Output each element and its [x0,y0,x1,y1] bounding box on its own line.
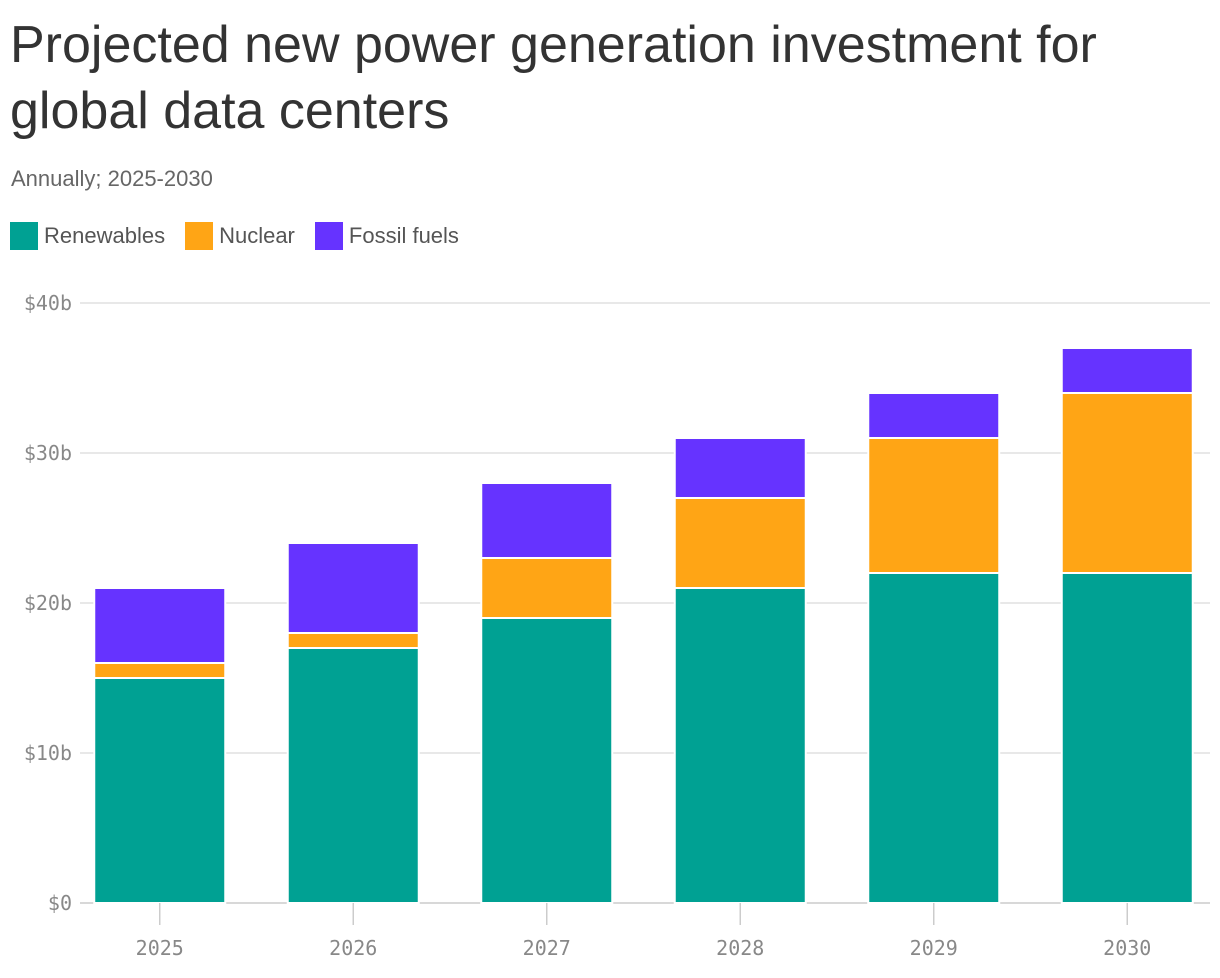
chart-subtitle: Annually; 2025-2030 [11,166,213,191]
legend-swatch-renewables [10,222,38,250]
bar-segment-nuclear-2027 [480,557,614,619]
y-tick-label: $20b [24,591,72,615]
x-tick-label: 2028 [716,936,764,960]
bar-segment-renewables-2027 [480,617,614,904]
legend-swatch-fossil-fuels [314,222,343,250]
legend-swatch-nuclear [185,222,214,250]
y-tick-label: $40b [24,291,72,315]
bar-segment-fossil-fuels-2026 [286,542,420,634]
y-tick-label: $0 [48,891,72,915]
legend-label-fossil-fuels: Fossil fuels [348,223,459,248]
bar-segment-fossil-fuels-2030 [1060,347,1194,394]
legend-item-renewables: Renewables [10,222,165,250]
bar-segment-renewables-2028 [673,587,807,904]
legend-label-renewables: Renewables [44,223,166,248]
legend-item-nuclear: Nuclear [185,222,295,250]
x-tick-label: 2026 [329,936,377,960]
bar-segment-renewables-2026 [286,647,420,904]
bar-segment-nuclear-2029 [867,437,1001,574]
chart-title: Projected new power generation investmen… [10,16,1097,140]
x-tick-label: 2027 [523,936,571,960]
x-tick-label: 2025 [136,936,184,960]
x-tick-label: 2030 [1103,936,1151,960]
bar-segment-nuclear-2025 [93,662,227,679]
y-tick-label: $30b [24,441,72,465]
legend-label-nuclear: Nuclear [219,223,295,248]
y-tick-label: $10b [24,741,72,765]
bar-segment-renewables-2030 [1060,572,1194,904]
bar-segment-fossil-fuels-2028 [673,437,807,499]
bar-segment-fossil-fuels-2029 [867,392,1001,439]
bar-segment-renewables-2025 [93,677,227,904]
bar-segment-nuclear-2026 [286,632,420,649]
legend: Renewables Nuclear Fossil fuels [10,222,479,250]
x-tick-label: 2029 [910,936,958,960]
bar-segment-fossil-fuels-2027 [480,482,614,559]
legend-item-fossil-fuels: Fossil fuels [314,222,459,250]
bar-segment-nuclear-2028 [673,497,807,589]
bar-segment-renewables-2029 [867,572,1001,904]
bar-segment-fossil-fuels-2025 [93,587,227,664]
bar-segment-nuclear-2030 [1060,392,1194,574]
